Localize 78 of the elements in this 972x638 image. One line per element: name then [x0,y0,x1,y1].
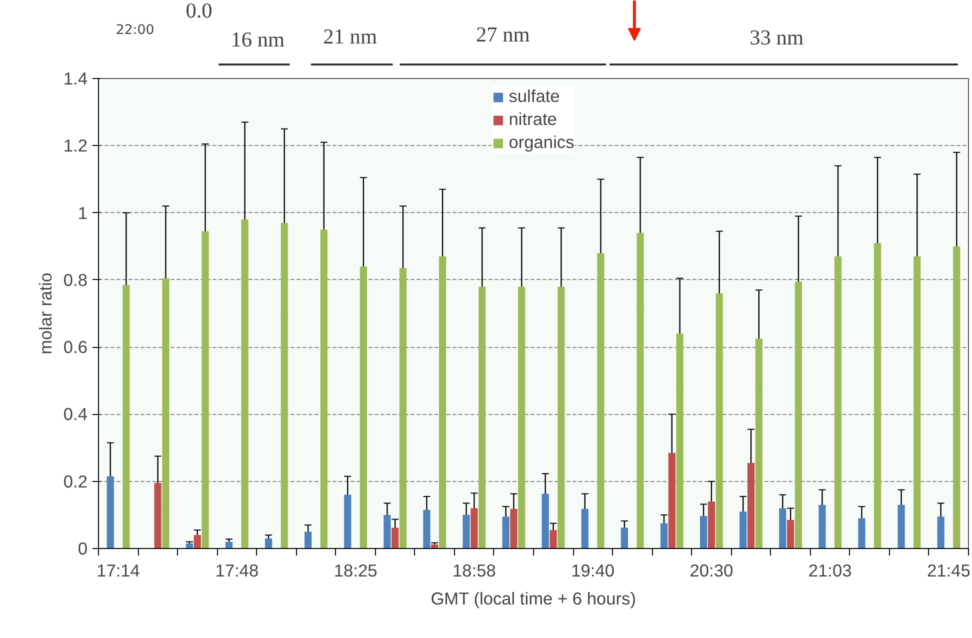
bar [953,246,960,548]
y-tick-label: 0.4 [63,404,88,424]
bar [280,222,288,548]
y-tick-label: 0.8 [63,270,88,290]
x-tick-label: 17:48 [215,560,259,580]
bar [264,538,272,548]
bar [106,476,114,548]
bar [668,452,676,548]
bar [344,494,352,548]
x-axis-title: GMT (local time + 6 hours) [430,588,636,608]
bar [392,528,399,548]
text: 16 nm [230,28,286,52]
bar [874,243,882,548]
bar [620,528,628,548]
x-tick-label: 21:45 [927,560,970,580]
bar [740,512,747,548]
bar [747,462,755,548]
bar [636,232,644,548]
bar [225,542,233,548]
legend-label: nitrate [508,109,557,130]
bar [502,516,510,548]
bar [360,266,368,548]
text: 27 nm [476,22,530,46]
bar [786,520,794,548]
bar [320,230,328,548]
bar [462,514,470,548]
y-tick-label: 0.6 [63,337,88,358]
bar [470,508,478,548]
bar [154,483,162,548]
bar [202,231,209,548]
bar [818,504,826,548]
legend-label: sulfate [508,86,560,107]
bar [304,532,312,548]
bar [518,286,526,548]
bar [438,256,446,548]
bar [510,508,518,548]
bar [478,286,486,548]
text: 21 nm [323,24,378,48]
bar [937,516,944,548]
bar [550,530,557,548]
y-axis-title: molar ratio [35,272,56,354]
text: 0.0 [186,0,212,22]
bar [597,253,604,548]
bar [794,282,802,548]
legend-label: organics [508,132,574,153]
y-tick-label: 1.2 [63,136,88,156]
bar [558,286,565,548]
bar [700,516,708,548]
bar [162,278,170,548]
bar [858,518,866,548]
bar [708,502,716,548]
bar [542,494,549,548]
x-tick-label: 19:40 [571,560,615,580]
y-tick-label: 0 [78,538,88,558]
y-tick-label: 1 [78,202,88,223]
bar [423,510,430,548]
x-tick-label: 21:03 [808,560,852,580]
y-tick-label: 1.4 [63,68,88,88]
x-tick-label: 20:30 [690,560,734,580]
x-tick-label: 18:58 [452,560,496,580]
x-tick-label: 17:14 [96,560,140,580]
bar [399,268,407,548]
x-tick-label: 18:25 [334,560,378,580]
bar [581,508,588,548]
bar [660,523,668,548]
text: 33 nm [750,26,804,50]
bar [755,338,762,548]
y-tick-label: 0.2 [63,471,88,492]
bar [241,220,248,548]
text: 22:00 [116,23,154,38]
bar [834,256,842,548]
bar [898,504,905,548]
bar [122,284,130,548]
bar [676,334,684,548]
bar [779,508,786,548]
bar [914,256,921,548]
bar [716,293,723,548]
bar [384,514,391,548]
